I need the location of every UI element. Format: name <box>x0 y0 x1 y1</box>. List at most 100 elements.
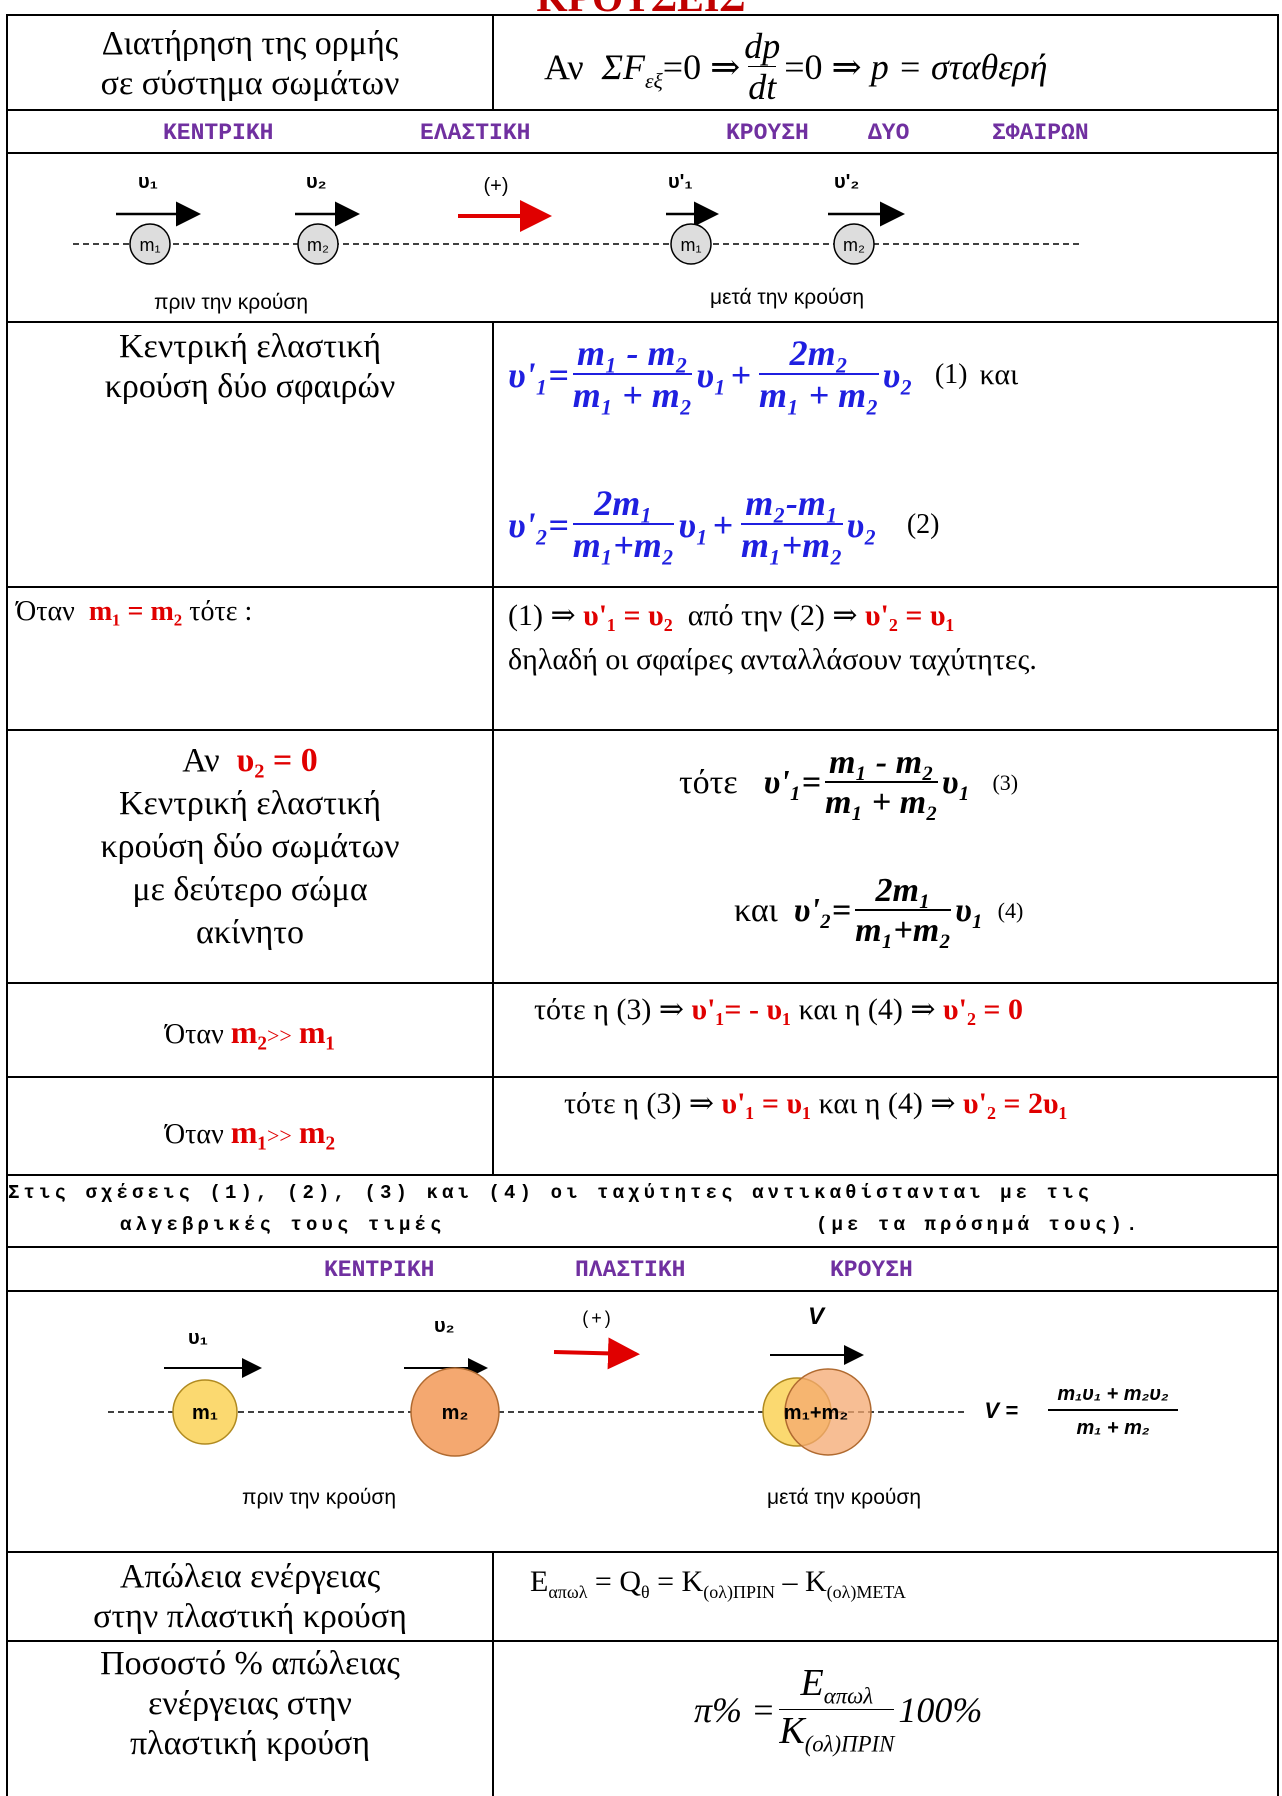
text: υ₁ <box>942 764 971 802</box>
text: Κεντρική ελαστική <box>8 327 492 367</box>
text: – K <box>775 1565 827 1598</box>
element: (1) ⇒ υ'₁ = υ₂ από την (2) ⇒ υ'₂ = υ₁ <box>508 594 1277 638</box>
caption: μετά την κρούση <box>710 286 864 309</box>
text: υ₁ <box>678 504 708 546</box>
text: π% = <box>694 1689 775 1731</box>
text: + <box>713 504 734 546</box>
heavy-projectile-label: Όταν m₁>> m₂ <box>8 1078 494 1174</box>
text: m₁+m₂ <box>741 523 843 565</box>
caption: πριν την κρούση <box>242 1486 396 1509</box>
text: υ'₂ <box>508 504 548 546</box>
formula: m₁ + m₂ <box>1076 1417 1149 1439</box>
heavy-projectile-result: τότε η (3) ⇒ υ'₁ = υ₁ και η (4) ⇒ υ'₂ = … <box>494 1078 1277 1174</box>
mass-label: m₂ <box>307 235 329 255</box>
elastic-diagram-row: υ₁ υ₂ (+) υ'₁ υ'₂ m₁ m₂ m₁ m₂ πριν την κ… <box>6 152 1279 323</box>
text: dp <box>744 28 780 66</box>
text: δηλαδή οι σφαίρες ανταλλάσουν ταχύτητες. <box>508 638 1277 682</box>
page: ΚΡΟΥΣΕΙΣ Διατήρηση της ορμήςσε σύστημα σ… <box>0 0 1282 1796</box>
velocity-label: υ₁ <box>188 1327 208 1349</box>
mass-label: m₁ <box>680 235 701 255</box>
text: θ <box>641 1582 650 1602</box>
plastic-diagram: υ₁ υ₂ (+) V m₁ m₂ m₁+m₂ V = m₁υ₁ + m₂υ₂ … <box>8 1292 1277 1551</box>
text: ΔΥΟ <box>868 120 909 146</box>
text: υ₁ <box>955 892 984 930</box>
velocity-label: V <box>808 1303 826 1330</box>
heavy-target-row: Όταν m₂>> m₁ τότε η (3) ⇒ υ'₁= - υ₁ και … <box>6 982 1279 1078</box>
energy-loss-formula: Eαπωλ = Qθ = K(ολ)ΠΡΙΝ – K(ολ)ΜΕΤΑ <box>494 1553 1277 1640</box>
text: =0 ⇒ <box>663 46 740 88</box>
text: και <box>980 358 1019 392</box>
plastic-diagram-row: υ₁ υ₂ (+) V m₁ m₂ m₁+m₂ V = m₁υ₁ + m₂υ₂ … <box>6 1290 1279 1553</box>
text: κρούση δύο σωμάτων <box>8 825 492 868</box>
loss-percent-label: Ποσοστό % απώλειαςενέργειας στηνπλαστική… <box>8 1642 494 1796</box>
note: (με τα πρόσημά τους). <box>816 1214 1142 1236</box>
velocity-label: υ₂ <box>434 1315 455 1337</box>
text: m₁ + m₂ <box>825 781 938 821</box>
text: με δεύτερο σώμα <box>8 868 492 911</box>
text: Όταν <box>16 596 75 627</box>
velocity-label: υ₂ <box>306 171 327 193</box>
text: p = σταθερή <box>871 46 1048 88</box>
text: πλαστική κρούση <box>8 1724 492 1764</box>
text: υ₂ <box>847 504 877 546</box>
text: ΣF <box>602 46 645 88</box>
text: και η (4) ⇒ <box>819 1087 956 1120</box>
text: (1) <box>935 359 968 391</box>
text: ΣΦΑΙΡΩΝ <box>992 120 1089 146</box>
text: ΕΛΑΣΤΙΚΗ <box>420 120 530 146</box>
text: Απώλεια ενέργειας <box>8 1557 492 1597</box>
text: υ₂ <box>883 354 913 396</box>
text: (4) <box>998 898 1024 924</box>
text: >> <box>267 1123 292 1148</box>
note-row: Στις σχέσεις (1), (2), (3) και (4) οι τα… <box>6 1174 1279 1248</box>
text: Διατήρηση της ορμής <box>8 24 492 64</box>
text: m₁ <box>231 1114 267 1150</box>
text: σε σύστημα σωμάτων <box>8 64 492 104</box>
text: = <box>548 504 569 546</box>
heavy-target-label: Όταν m₂>> m₁ <box>8 984 494 1076</box>
text: m₁ + m₂ <box>759 373 879 415</box>
text: m₂-m₁ <box>745 485 838 523</box>
text: Αν <box>182 742 219 779</box>
text: υ'₁ <box>764 764 802 802</box>
note: αλγεβρικές τους τιμές <box>120 1214 446 1236</box>
text: E <box>801 1662 824 1704</box>
text: υ'₂ = υ₁ <box>865 599 955 632</box>
text: 2m₁ <box>594 485 653 523</box>
text: υ'₁ <box>508 354 548 396</box>
element: Eαπωλ <box>801 1664 874 1709</box>
text: = <box>832 892 851 930</box>
text: =0 ⇒ <box>784 46 861 88</box>
elastic-cell: υ'₁= m₁ - m₂m₁ + m₂υ₁+ 2m₂m₁ + m₂υ₂ (1)κ… <box>494 323 1277 586</box>
formula: V = <box>984 1398 1018 1423</box>
mass-label: m₁ <box>192 1402 218 1424</box>
caption: μετά την κρούση <box>767 1486 921 1509</box>
text: υ₂ = 0 <box>237 742 318 779</box>
text: = <box>802 764 821 802</box>
text: (1) ⇒ <box>508 599 576 632</box>
elastic-diagram: υ₁ υ₂ (+) υ'₁ υ'₂ m₁ m₂ m₁ m₂ πριν την κ… <box>8 154 1277 321</box>
text: (ολ)ΠΡΙΝ <box>703 1582 775 1602</box>
elastic-header: ΚΕΝΤΡΙΚΗ ΕΛΑΣΤΙΚΗ ΚΡΟΥΣΗ ΔΥΟ ΣΦΑΙΡΩΝ <box>6 109 1279 154</box>
text: m₁ - m₂ <box>577 335 688 373</box>
equal-masses-result: (1) ⇒ υ'₁ = υ₂ από την (2) ⇒ υ'₂ = υ₁ δη… <box>494 588 1277 729</box>
text: dt <box>748 66 776 107</box>
text: υ'₁= - υ₁ <box>692 993 792 1026</box>
text: υ₁ <box>696 354 726 396</box>
text: ΚΡΟΥΣΗ <box>726 120 809 146</box>
element: K(ολ)ΠΡΙΝ <box>779 1709 894 1757</box>
text: 2m₂ <box>790 335 849 373</box>
velocity-label: υ'₁ <box>668 171 693 193</box>
text: υ'₁ = υ₂ <box>583 599 673 632</box>
